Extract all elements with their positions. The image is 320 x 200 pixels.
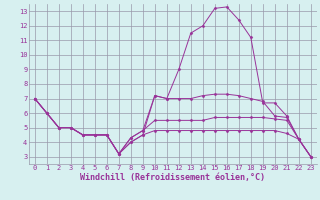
X-axis label: Windchill (Refroidissement éolien,°C): Windchill (Refroidissement éolien,°C) (80, 173, 265, 182)
